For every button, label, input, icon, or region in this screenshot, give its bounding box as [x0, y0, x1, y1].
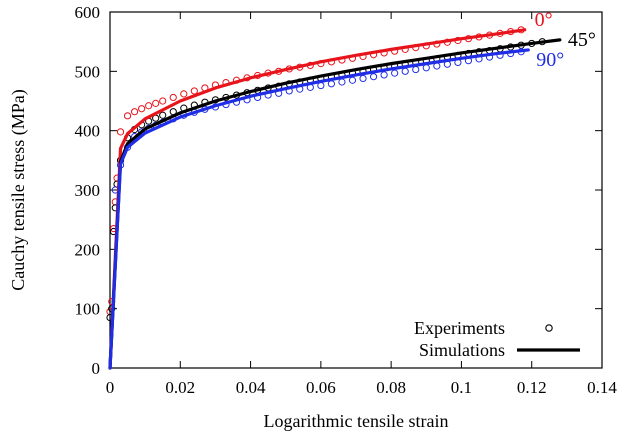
experiment-point — [152, 99, 160, 107]
series-label: 45° — [568, 29, 596, 51]
x-tick-label: 0.1 — [451, 378, 472, 397]
experiment-point — [159, 97, 167, 105]
legend-label-experiments: Experiments — [414, 318, 505, 338]
y-tick-label: 100 — [75, 300, 101, 319]
y-tick-label: 200 — [75, 240, 101, 259]
x-tick-label: 0.02 — [165, 378, 195, 397]
x-tick-label: 0 — [106, 378, 115, 397]
y-tick-label: 0 — [92, 359, 101, 378]
y-tick-label: 500 — [75, 62, 101, 81]
x-tick-label: 0.04 — [236, 378, 266, 397]
x-tick-label: 0.06 — [306, 378, 336, 397]
experiment-point — [190, 87, 198, 95]
x-tick-label: 0.14 — [587, 378, 617, 397]
x-tick-label: 0.12 — [517, 378, 547, 397]
experiment-point — [116, 128, 125, 136]
series-labels: 0° 45°90° — [535, 9, 596, 71]
series-label: 0° — [535, 9, 553, 31]
experiment-point — [369, 73, 378, 81]
experiment-point — [338, 78, 346, 86]
series-group — [106, 26, 525, 316]
y-tick-label: 400 — [75, 122, 101, 141]
experiment-point — [180, 90, 188, 98]
legend-label-simulations: Simulations — [419, 340, 505, 360]
series-layer — [106, 26, 562, 370]
legend: Experiments Simulations — [414, 318, 580, 360]
simulation-line — [108, 38, 562, 370]
experiment-point — [422, 64, 430, 72]
experiment-point — [401, 67, 409, 75]
simulation-line — [108, 28, 527, 370]
experiment-point — [327, 80, 335, 88]
experiment-point — [380, 71, 388, 79]
experiment-point — [348, 76, 357, 84]
experiment-point — [145, 102, 153, 110]
experiment-point — [159, 111, 167, 119]
experiment-point — [123, 112, 132, 120]
experiment-point — [138, 105, 146, 113]
x-axis-ticks: 0 0.02 0.04 0.06 0.08 0.1 0.12 0.14 — [106, 12, 617, 397]
series-label: 90° — [536, 49, 564, 71]
simulation-line — [108, 48, 530, 370]
experiment-point — [412, 65, 420, 74]
y-axis-ticks: 0 100 200 300 400 500 600 — [75, 3, 602, 378]
plot-frame — [109, 11, 603, 369]
y-axis-title: Cauchy tensile stress (MPa) — [8, 89, 29, 290]
experiment-point — [391, 69, 399, 77]
y-tick-label: 300 — [75, 181, 101, 200]
x-axis-title: Logarithmic tensile strain — [264, 411, 449, 431]
legend-marker-experiments — [545, 324, 553, 332]
experiment-point — [131, 108, 139, 116]
experiment-point — [169, 93, 177, 102]
y-tick-label: 600 — [75, 3, 101, 22]
x-tick-label: 0.08 — [376, 378, 406, 397]
experiment-point — [359, 74, 367, 83]
